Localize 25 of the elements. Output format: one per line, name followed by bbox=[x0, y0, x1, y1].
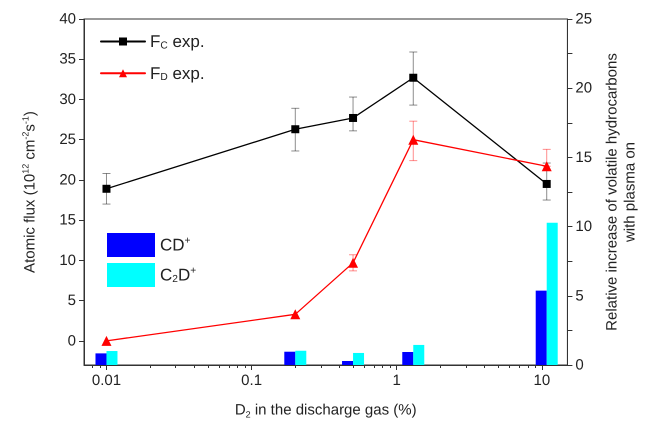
y2-tick-label: 15 bbox=[575, 148, 592, 166]
y-tick-label: 30 bbox=[59, 90, 76, 108]
y-axis-title: Atomic flux (1012 cm-2s-1) bbox=[20, 111, 38, 273]
legend-label: CD+ bbox=[160, 235, 191, 254]
y-tick-label: 5 bbox=[68, 292, 76, 310]
legend-label: FD exp. bbox=[150, 64, 205, 83]
legend-label: FC exp. bbox=[150, 32, 205, 52]
y2-tick-label: 5 bbox=[575, 287, 584, 304]
x-tick-label: 1 bbox=[392, 372, 401, 389]
y-tick-label: 10 bbox=[59, 252, 76, 269]
y2-tick-label: 25 bbox=[575, 10, 592, 28]
y2-axis-title: Relative increase of volatile hydrocarbons with plasma on bbox=[604, 53, 638, 331]
y2-tick-label: 20 bbox=[575, 80, 592, 97]
x-tick-label: 0.1 bbox=[241, 372, 262, 389]
y2-tick-label: 10 bbox=[575, 218, 592, 236]
y-tick-label: 25 bbox=[59, 131, 76, 148]
y-tick-label: 15 bbox=[59, 212, 76, 229]
y-tick-label: 0 bbox=[68, 332, 76, 350]
y-tick-label: 35 bbox=[59, 50, 76, 68]
legend-label: C2D+ bbox=[160, 265, 196, 285]
y2-tick-label: 0 bbox=[575, 356, 584, 374]
y-tick-label: 40 bbox=[59, 10, 76, 28]
y-tick-label: 20 bbox=[59, 171, 76, 188]
x-tick-label: 10 bbox=[534, 372, 550, 389]
x-tick-label: 0.01 bbox=[92, 372, 122, 389]
